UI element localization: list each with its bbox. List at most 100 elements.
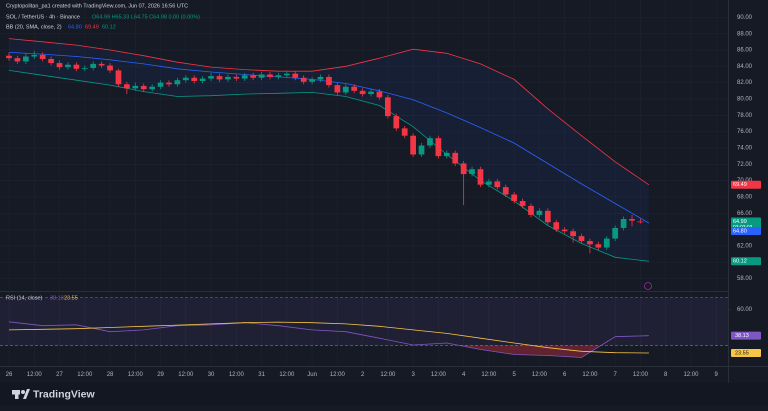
y-tick-label: 66.00 <box>737 211 753 217</box>
candle-body <box>511 194 518 202</box>
indicator-name: BB (20, SMA, close, 2) <box>6 24 62 30</box>
y-tick-label: 86.00 <box>737 48 753 54</box>
rsi-legend-value: 38.13 <box>50 295 64 301</box>
candle-body <box>477 169 484 185</box>
candle-body <box>22 56 29 62</box>
x-tick-label: 12:00 <box>431 372 447 378</box>
y-tick-label: 68.00 <box>737 195 753 201</box>
x-tick-label: 12:00 <box>178 372 194 378</box>
candle-body <box>56 63 63 68</box>
candle-body <box>494 181 501 188</box>
candle-body <box>300 77 307 82</box>
candle-body <box>241 75 248 79</box>
candle-body <box>174 80 181 85</box>
rsi-last-box <box>731 349 761 358</box>
candle-body <box>486 181 492 185</box>
candle-body <box>435 138 442 157</box>
candle-body <box>14 58 21 62</box>
ohlc-legend: O64.99 H65.33 L64.75 C64.98 0.00 (0.00%) <box>92 14 200 20</box>
rsi-last-label: 23.55 <box>735 350 749 356</box>
candle-body <box>73 64 80 69</box>
band-fill <box>9 38 649 262</box>
candle-body <box>149 86 155 90</box>
x-tick-label: 26 <box>6 372 13 378</box>
x-tick-label: 29 <box>157 372 164 378</box>
candle-body <box>267 74 273 77</box>
candle-body <box>334 85 341 93</box>
candle-body <box>342 86 349 93</box>
candle-body <box>410 135 416 155</box>
x-tick-label: 12:00 <box>582 372 598 378</box>
x-tick-label: 30 <box>208 372 215 378</box>
candle-body <box>376 91 383 98</box>
candle-body <box>6 55 12 59</box>
y-tick-label: 60.00 <box>737 307 753 313</box>
band-last-label-box <box>731 227 761 236</box>
band-last-label: 69.49 <box>733 182 747 188</box>
event-icon[interactable] <box>644 282 652 290</box>
rsi-line <box>8 321 649 354</box>
x-tick-label: 12:00 <box>279 372 295 378</box>
watermark-header: Cryptopolitan_pa1 created with TradingVi… <box>6 3 188 9</box>
y-tick-label: 62.00 <box>737 243 753 249</box>
candle-body <box>81 67 88 69</box>
candle-body <box>65 64 71 68</box>
x-tick-label: 12:00 <box>532 372 548 378</box>
candle-body <box>629 218 635 221</box>
rsi-legend-value: 23.55 <box>64 295 78 301</box>
candle-body <box>443 152 450 157</box>
y-tick-label: 82.00 <box>737 80 753 86</box>
x-tick-label: 4 <box>462 372 466 378</box>
candle-body <box>528 205 534 215</box>
y-tick-label: 78.00 <box>737 113 753 119</box>
candle-body <box>233 76 240 79</box>
band-last-label: 60.12 <box>733 259 747 265</box>
candle-body <box>385 97 391 117</box>
indicator-value: 64.80 <box>68 24 82 30</box>
y-tick-label: 74.00 <box>737 146 753 152</box>
x-tick-label: 27 <box>56 372 63 378</box>
brand-name[interactable]: TradingView <box>33 388 95 400</box>
candle-body <box>39 54 46 59</box>
candle-body <box>258 74 265 78</box>
candle-body <box>401 128 408 136</box>
x-tick-label: 5 <box>512 372 516 378</box>
candle-body <box>225 76 231 80</box>
x-tick-label: 12:00 <box>633 372 649 378</box>
x-tick-label: 12:00 <box>380 372 396 378</box>
x-tick-label: 12:00 <box>683 372 699 378</box>
candle-body <box>166 82 172 85</box>
footer-bar <box>0 383 768 406</box>
x-tick-label: 9 <box>715 372 719 378</box>
x-tick-label: 3 <box>411 372 415 378</box>
candle-body <box>31 54 38 57</box>
rsi-line <box>8 321 649 358</box>
candle-body <box>250 75 257 78</box>
candle-body <box>191 77 198 82</box>
rsi-band-bg <box>0 297 728 346</box>
candle-body <box>124 84 130 89</box>
band-last-label-box <box>731 180 761 189</box>
candle-body <box>182 77 189 81</box>
y-tick-label: 84.00 <box>737 64 753 70</box>
y-tick-label: 88.00 <box>737 31 753 37</box>
y-tick-label: 80.00 <box>737 97 753 103</box>
candle-body <box>292 73 299 78</box>
rsi-last-label: 38.13 <box>735 333 749 339</box>
candle-body <box>368 91 374 95</box>
candle-body <box>469 169 475 175</box>
x-tick-label: 12:00 <box>128 372 144 378</box>
y-tick-label: 76.00 <box>737 129 753 135</box>
candle-body <box>157 82 164 87</box>
candle-body <box>418 145 425 155</box>
candle-body <box>132 85 139 89</box>
x-tick-label: 2 <box>361 372 365 378</box>
candle-body <box>309 79 315 82</box>
candle-body <box>637 221 644 223</box>
candle-body <box>452 152 459 164</box>
candle-body <box>351 86 358 91</box>
candle-body <box>199 78 206 82</box>
y-tick-label: 72.00 <box>737 162 753 168</box>
